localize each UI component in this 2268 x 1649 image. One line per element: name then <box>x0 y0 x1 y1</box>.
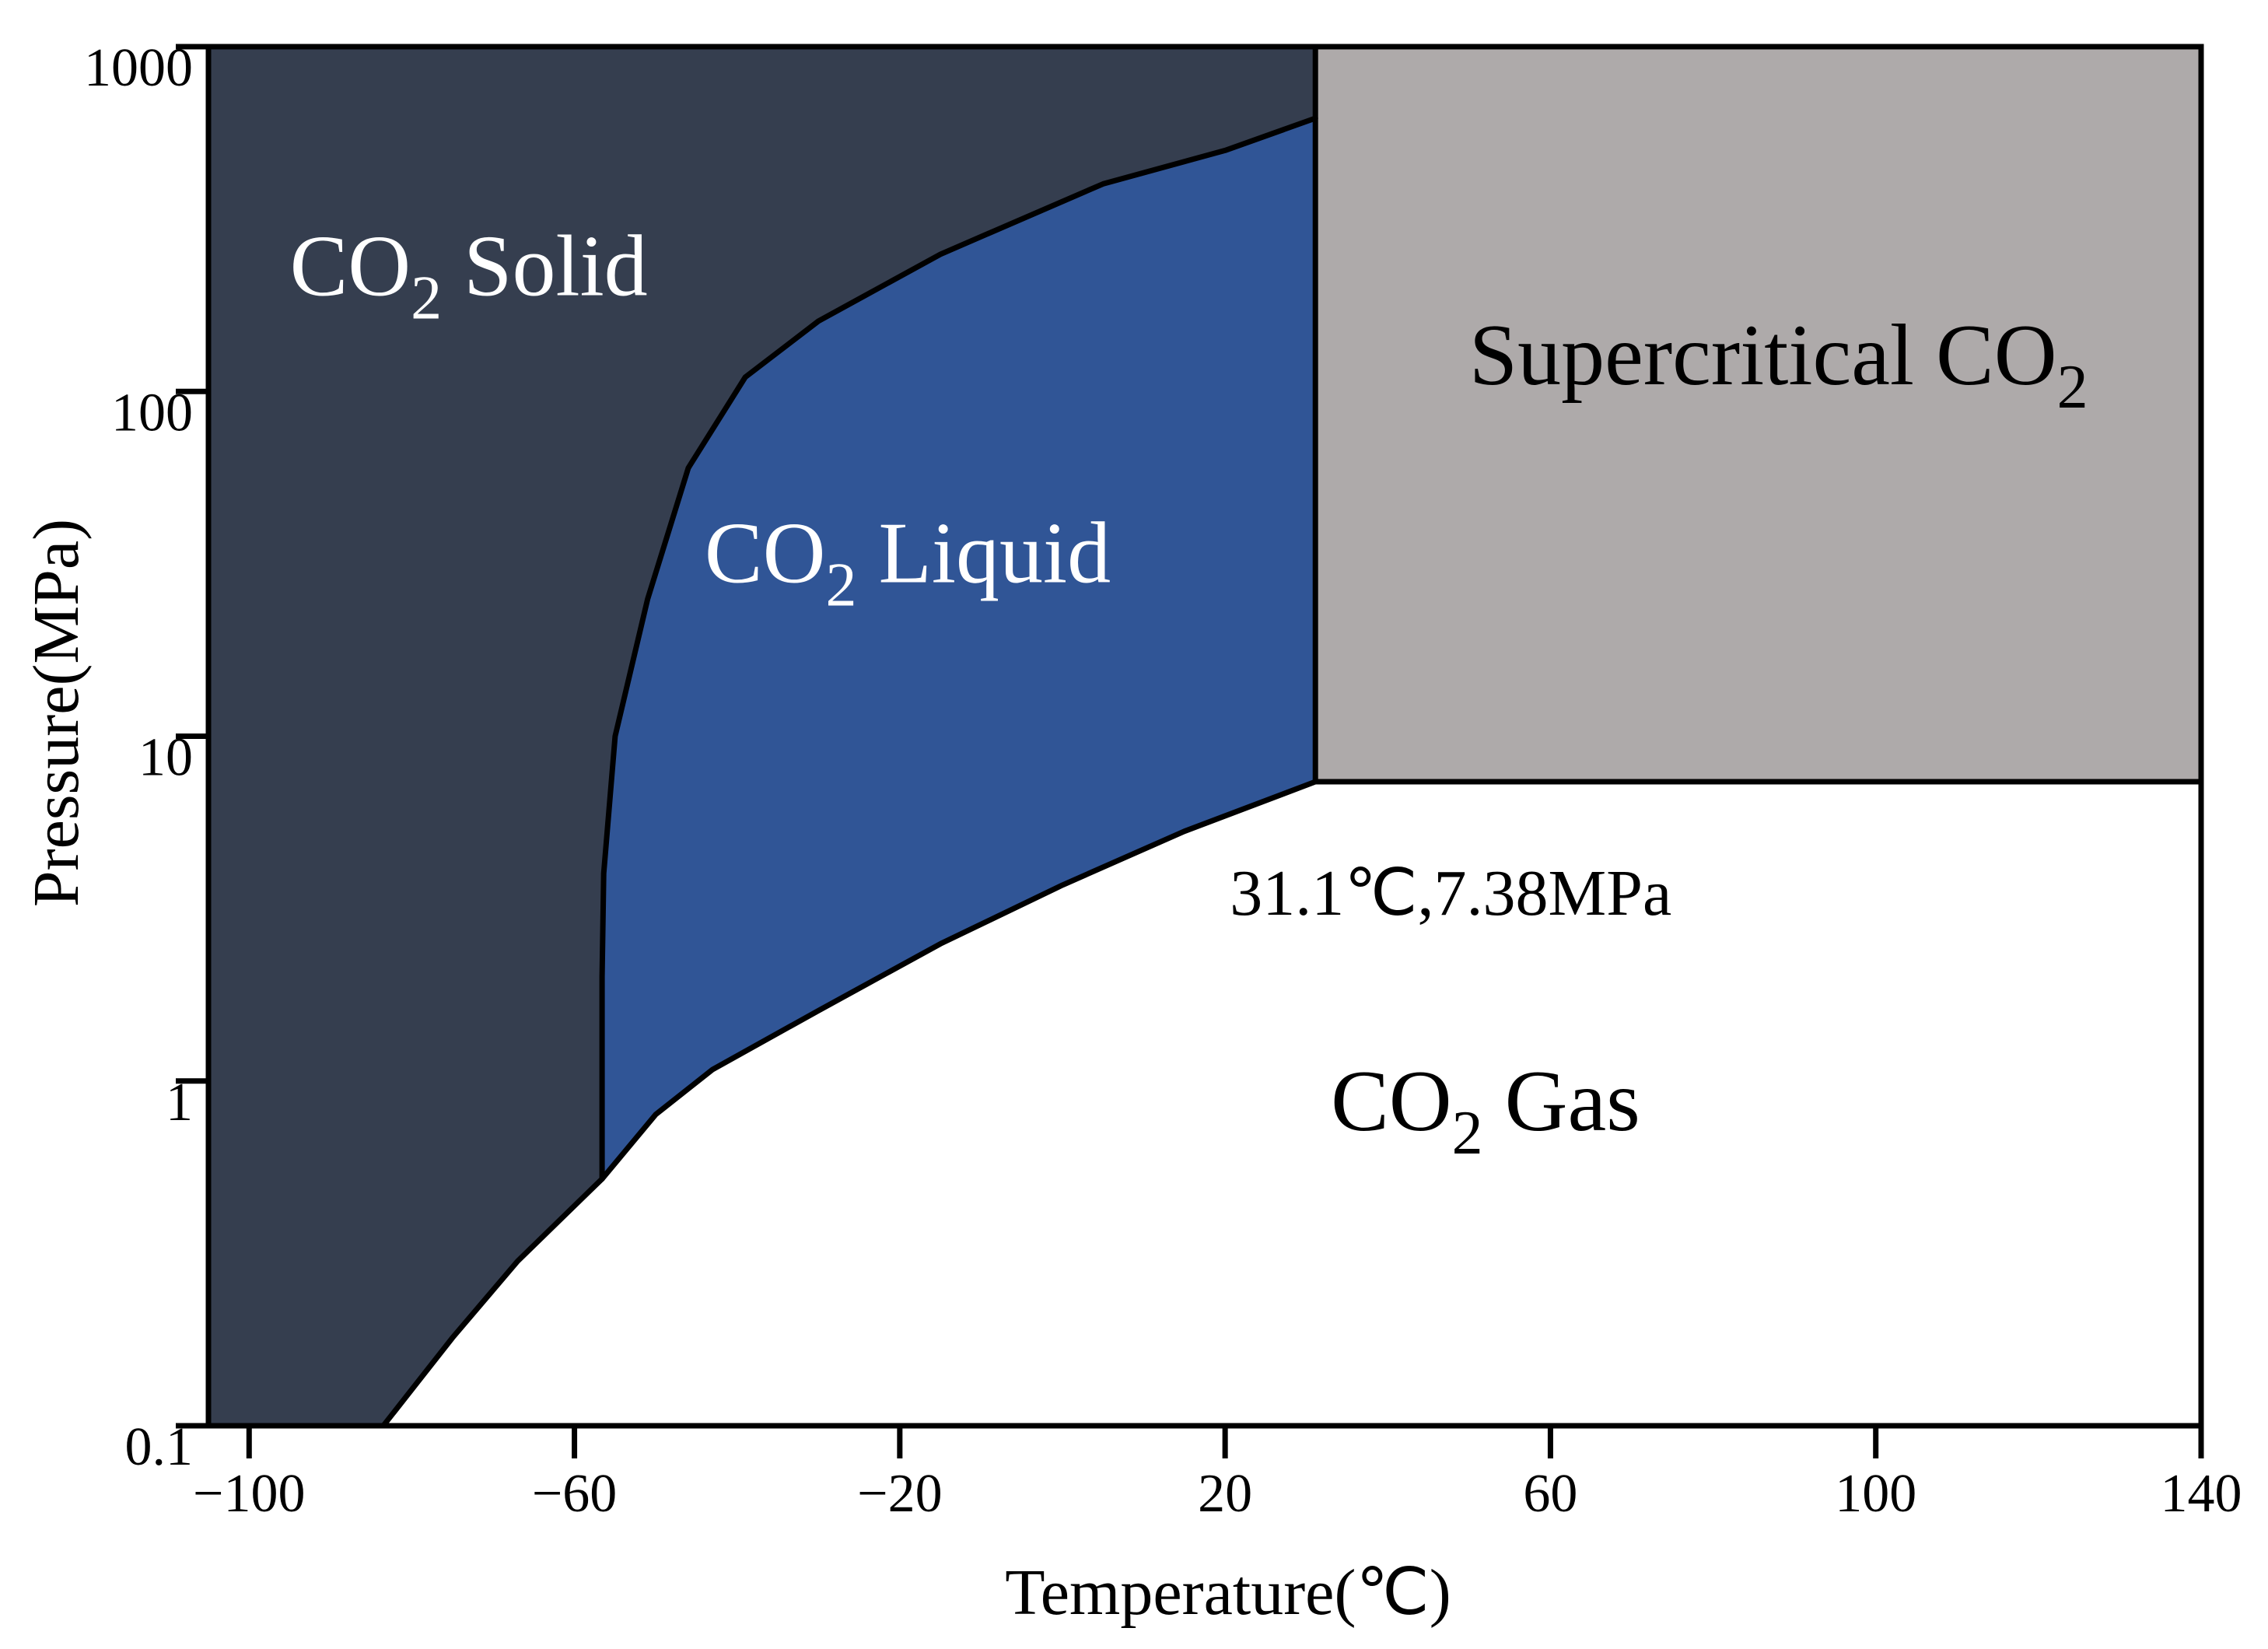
y-tick-label: 1 <box>166 1073 193 1133</box>
solid-label-main: CO <box>290 219 411 315</box>
phase-regions <box>208 47 2201 1426</box>
supercritical-label: Supercritical CO2 <box>1469 307 2088 422</box>
solid-label-rest: Solid <box>442 219 648 315</box>
x-tick-label: 60 <box>1523 1464 1577 1524</box>
y-tick-label: 100 <box>111 383 193 443</box>
solid-label-subscript: 2 <box>411 264 442 333</box>
sublimation-curve <box>380 1176 605 1429</box>
liquid-label: CO2 Liquid <box>705 505 1111 619</box>
liquid-region <box>602 118 1316 1179</box>
gas-label-main: CO <box>1331 1053 1452 1150</box>
gas-label-subscript: 2 <box>1452 1099 1483 1168</box>
x-tick-label: 100 <box>1835 1464 1916 1524</box>
x-axis-title: Temperature(℃) <box>1005 1556 1451 1629</box>
x-tick-label: 140 <box>2161 1464 2242 1524</box>
supercritical-region <box>1315 47 2201 782</box>
solid-region <box>208 47 1316 1426</box>
x-tick-label: 20 <box>1198 1464 1252 1524</box>
gas-label-rest: Gas <box>1483 1053 1640 1150</box>
liquid-label-rest: Liquid <box>856 505 1111 601</box>
gas-label: CO2 Gas <box>1331 1053 1640 1168</box>
y-axis-title: Pressure(MPa) <box>20 519 93 907</box>
melting-curve <box>599 115 1318 1182</box>
solid-label: CO2 Solid <box>290 219 648 333</box>
critical-point-annotation: 31.1℃,7.38MPa <box>1230 857 1671 930</box>
liquid-label-main: CO <box>705 505 826 601</box>
x-tick-label: −20 <box>857 1464 942 1524</box>
supercritical-label-subscript: 2 <box>2057 353 2088 422</box>
phase-boundaries <box>380 44 2204 1429</box>
vaporization-curve <box>599 779 1318 1182</box>
supercritical-label-main: Supercritical CO <box>1469 307 2057 404</box>
y-tick-label: 1000 <box>84 38 193 98</box>
y-tick-label: 10 <box>138 728 193 788</box>
x-tick-label: −60 <box>532 1464 617 1524</box>
liquid-label-subscript: 2 <box>825 551 856 619</box>
axis-ticks: −100 −60 −20 20 60 100 140 0.1 1 10 100 1000 <box>84 38 2242 1524</box>
y-tick-label: 0.1 <box>125 1417 194 1477</box>
x-tick-label: −100 <box>193 1464 305 1524</box>
